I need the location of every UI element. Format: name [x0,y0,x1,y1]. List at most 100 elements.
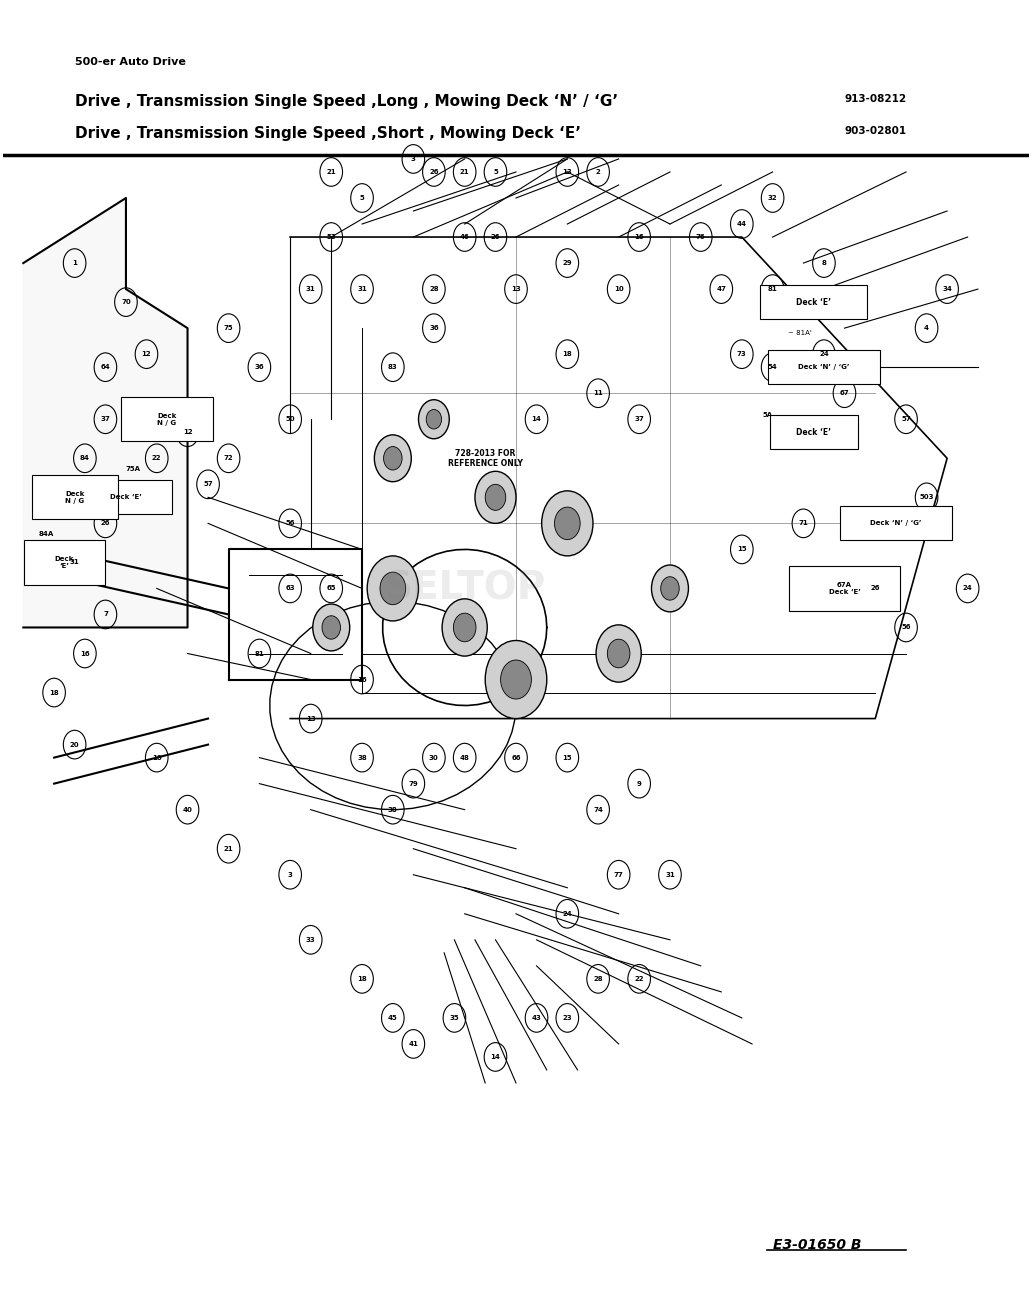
Text: 46: 46 [460,234,470,240]
Circle shape [419,400,449,439]
Text: 5: 5 [360,195,364,201]
Text: 7: 7 [103,612,108,617]
Text: 13: 13 [511,286,521,291]
Circle shape [380,572,406,605]
Text: Deck ‘E’: Deck ‘E’ [796,298,831,307]
Text: 35: 35 [450,1016,459,1021]
Text: 12: 12 [183,429,192,435]
Circle shape [453,613,476,642]
Text: 75: 75 [224,325,233,331]
Text: 5A: 5A [763,412,773,418]
FancyBboxPatch shape [768,350,880,384]
Text: 84A: 84A [39,532,54,537]
Circle shape [651,565,688,612]
Circle shape [542,491,593,555]
Circle shape [485,485,506,510]
Circle shape [426,409,442,429]
Text: 50: 50 [286,416,295,422]
Text: E3-01650 B: E3-01650 B [773,1238,861,1252]
Text: 28: 28 [593,976,603,982]
Text: 728-2013 FOR
REFERENCE ONLY: 728-2013 FOR REFERENCE ONLY [448,448,522,468]
Text: 22: 22 [152,455,161,461]
Text: 56: 56 [286,520,295,527]
Text: 26: 26 [491,234,501,240]
Text: 40: 40 [183,806,193,813]
Text: 16: 16 [357,677,366,682]
Text: 57: 57 [901,416,911,422]
Text: 10: 10 [152,754,162,761]
Text: 29: 29 [562,260,572,267]
Text: 37: 37 [635,416,644,422]
Text: SELTOP: SELTOP [384,570,545,608]
Text: 15: 15 [562,754,572,761]
Text: 65: 65 [326,586,336,592]
Text: 31: 31 [70,559,79,566]
Text: 8: 8 [821,260,827,267]
Text: 53: 53 [326,234,336,240]
Text: 77: 77 [614,872,623,878]
Text: 32: 32 [768,195,777,201]
Text: 66: 66 [511,754,521,761]
FancyBboxPatch shape [32,476,118,519]
Circle shape [313,604,350,651]
Text: 503: 503 [920,494,934,501]
Text: 18: 18 [50,690,59,695]
Text: 24: 24 [963,586,972,592]
Text: Deck
‘E’: Deck ‘E’ [55,555,74,569]
Text: 64: 64 [100,365,110,370]
Circle shape [367,555,419,621]
Text: 5: 5 [493,169,497,175]
Text: 81: 81 [255,651,264,656]
Text: 67A
Deck ‘E’: 67A Deck ‘E’ [829,582,861,595]
Text: 70: 70 [121,299,131,305]
Text: Drive , Transmission Single Speed ,Long , Mowing Deck ‘N’ / ‘G’: Drive , Transmission Single Speed ,Long … [74,94,618,108]
Text: Deck ‘N’ / ‘G’: Deck ‘N’ / ‘G’ [870,520,922,527]
Text: 15: 15 [737,546,746,553]
Text: 73: 73 [737,352,747,357]
Text: 38: 38 [357,754,367,761]
Circle shape [501,660,531,699]
Text: 21: 21 [224,846,233,852]
Circle shape [660,576,679,600]
Text: 36: 36 [255,365,264,370]
Text: 14: 14 [490,1053,501,1060]
Text: 56: 56 [901,625,911,630]
Text: 24: 24 [819,352,829,357]
Text: 79: 79 [409,780,418,787]
Text: 75A: 75A [126,467,141,472]
Text: 22: 22 [635,976,644,982]
Text: Drive , Transmission Single Speed ,Short , Mowing Deck ‘E’: Drive , Transmission Single Speed ,Short… [74,127,581,141]
Text: 57: 57 [203,481,213,488]
Text: 44: 44 [737,221,747,227]
Text: 76: 76 [696,234,706,240]
Text: 10: 10 [614,286,623,291]
Text: 16: 16 [80,651,90,656]
FancyBboxPatch shape [840,506,952,540]
Text: 37: 37 [100,416,110,422]
Text: 18: 18 [562,352,572,357]
Text: ~ 81A': ~ 81A' [788,329,812,336]
Text: 26: 26 [429,169,439,175]
Text: 67: 67 [840,391,849,396]
Text: 36: 36 [429,325,439,331]
Circle shape [475,472,516,523]
Text: 3: 3 [411,156,416,162]
Text: 71: 71 [799,520,808,527]
FancyBboxPatch shape [788,566,900,610]
Circle shape [384,447,402,471]
Text: 9: 9 [637,780,642,787]
Text: 21: 21 [326,169,336,175]
Circle shape [596,625,641,682]
Circle shape [485,640,547,719]
Text: 18: 18 [357,976,367,982]
FancyBboxPatch shape [761,285,867,319]
FancyBboxPatch shape [122,397,213,442]
Text: 31: 31 [305,286,316,291]
Text: 913-08212: 913-08212 [844,94,906,103]
Text: 34: 34 [942,286,953,291]
Text: 23: 23 [562,1016,572,1021]
Text: 54: 54 [768,365,777,370]
Text: 72: 72 [224,455,233,461]
Text: 26: 26 [101,520,110,527]
Text: 903-02801: 903-02801 [844,127,906,136]
